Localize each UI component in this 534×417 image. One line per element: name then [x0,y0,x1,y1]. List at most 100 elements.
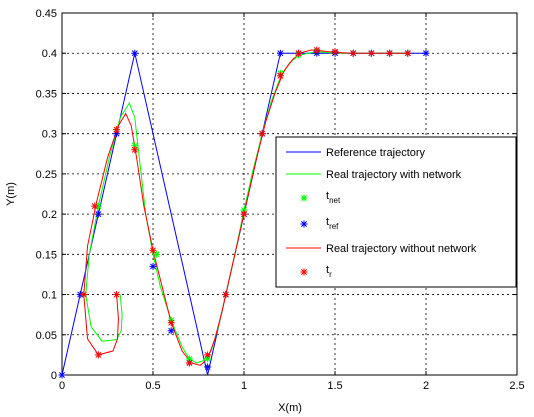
data-point-t-r [386,49,394,57]
series-line-real-trajectory-without-network [83,49,408,366]
marker-stroke [91,203,98,210]
marker-stroke [131,146,138,153]
y-tick-label: 0.15 [36,249,57,261]
marker-stroke [332,48,338,55]
y-tick-label: 0.25 [36,169,57,181]
marker-stroke [301,269,307,275]
data-point-t-ref [94,210,102,218]
marker-stroke [301,195,307,201]
x-tick-label: 0 [59,380,65,392]
legend-label-t-r: tr [326,264,332,279]
marker-stroke [241,211,247,218]
data-point-t-r [185,359,193,367]
data-point-t-r [276,72,284,80]
legend-subscript: ref [329,222,339,231]
data-point-t-r [331,48,339,56]
data-point-t-r [80,291,88,299]
x-tick-label: 0.5 [145,380,160,392]
marker-stroke [350,50,357,57]
y-tick-label: 0.4 [42,48,57,60]
marker-stroke [153,251,160,258]
data-point-t-r [204,351,212,359]
y-axis-ticks: 0 0.05 0.1 0.15 0.2 0.25 0.3 0.35 0.4 0.45 [36,8,517,382]
marker-stroke [204,364,211,370]
data-point-t-r [349,49,357,57]
legend: Reference trajectory Real trajectory with… [275,136,517,288]
marker-stroke [95,211,102,218]
data-point-t-net [153,250,161,258]
marker-stroke [313,47,320,53]
series-line-reference-trajectory [61,52,426,376]
data-point-t-r [295,49,303,57]
y-tick-label: 0.1 [42,290,57,302]
legend-marker-t-r [300,268,308,276]
marker-stroke [259,130,266,137]
marker-stroke [80,291,87,298]
marker-stroke [368,50,375,57]
x-tick-label: 2.5 [509,380,524,392]
marker-stroke [295,50,302,57]
data-point-t-ref [204,363,212,371]
data-point-t-r [94,351,102,359]
data-point-t-ref [276,49,284,57]
marker-stroke [131,50,138,57]
marker-stroke [204,351,211,358]
marker-stroke [386,50,393,57]
data-point-t-r [313,46,321,54]
marker-stroke [168,319,175,326]
data-point-t-ref [149,262,157,270]
series-group [58,46,430,379]
data-point-t-ref [167,327,175,335]
y-tick-label: 0.45 [36,8,57,20]
y-tick-label: 0 [51,370,57,382]
y-tick-label: 0.3 [42,129,57,141]
data-point-t-ref [422,49,430,57]
data-point-t-r [113,291,121,299]
y-tick-label: 0.2 [42,209,57,221]
marker-stroke [277,72,284,79]
legend-label-real-trajectory-without-network: Real trajectory without network [326,243,477,255]
series-markers-t-r [80,46,412,367]
marker-stroke [150,247,156,254]
data-point-t-r [222,291,230,299]
marker-stroke [150,263,156,270]
data-point-t-r [367,49,375,57]
y-axis-label: Y(m) [5,182,17,206]
data-point-t-r [404,49,412,57]
marker-stroke [423,50,429,57]
legend-marker-t-net [300,194,308,202]
marker-stroke [222,291,229,298]
data-point-t-r [149,246,157,254]
plot-frame [61,12,518,376]
data-point-t-ref [58,371,66,379]
marker-stroke [301,221,307,227]
marker-stroke [95,351,102,358]
marker-stroke [113,126,120,133]
marker-stroke [186,359,193,366]
x-tick-label: 1.5 [327,380,342,392]
data-point-t-r [131,146,139,154]
marker-stroke [404,50,411,57]
data-point-t-r [167,319,175,327]
data-point-t-r [91,202,99,210]
data-point-t-ref [131,49,139,57]
legend-label-real-trajectory-with-network: Real trajectory with network [326,169,462,181]
y-tick-label: 0.35 [36,88,57,100]
legend-subscript: net [329,196,341,205]
data-point-t-r [258,130,266,138]
data-point-t-r [113,126,121,134]
marker-stroke [59,372,65,378]
legend-box [275,136,517,288]
legend-label-reference-trajectory: Reference trajectory [326,147,426,159]
series-line-real-trajectory-with-network [85,51,408,364]
legend-marker-t-ref [300,220,308,228]
x-tick-label: 1 [241,380,247,392]
x-axis-label: X(m) [278,402,302,414]
marker-stroke [277,50,284,57]
data-point-t-r [240,210,248,218]
x-tick-label: 2 [423,380,429,392]
legend-subscript: r [329,270,332,279]
y-tick-label: 0.05 [36,330,57,342]
marker-stroke [168,327,175,334]
